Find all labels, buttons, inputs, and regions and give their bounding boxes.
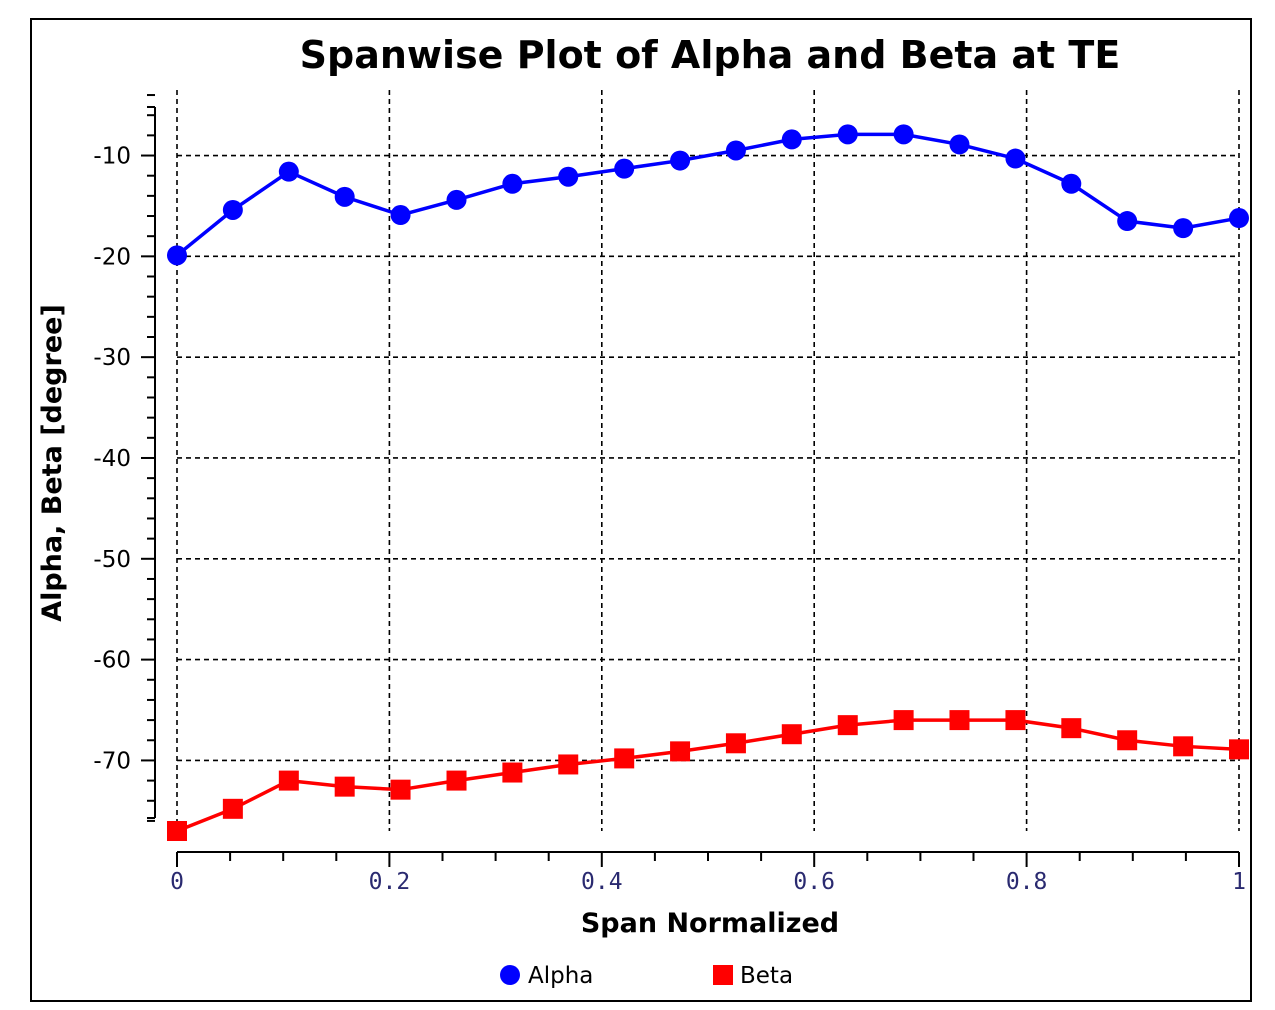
beta-point: [1005, 710, 1026, 731]
series-layer: [167, 124, 1249, 841]
beta-point: [334, 776, 355, 797]
beta-point: [781, 724, 802, 745]
y-tick-label: -40: [93, 446, 131, 472]
alpha-point: [558, 166, 579, 187]
chart-svg: Spanwise Plot of Alpha and Beta at TE -1…: [37, 33, 1249, 989]
beta-point: [725, 733, 746, 754]
chart-frame: Spanwise Plot of Alpha and Beta at TE -1…: [30, 18, 1252, 1002]
alpha-point: [1005, 148, 1026, 169]
beta-point: [502, 762, 523, 783]
x-tick-label: 0.2: [369, 869, 411, 895]
x-axis-title: Span Normalized: [581, 908, 839, 939]
y-tick-label: -20: [93, 244, 131, 270]
x-tick-label: 0.8: [1006, 869, 1048, 895]
legend-alpha-marker: [500, 965, 520, 985]
legend-alpha-label: Alpha: [528, 963, 593, 989]
beta-point: [1061, 718, 1082, 739]
x-tick-label: 1: [1232, 869, 1246, 895]
legend-beta-label: Beta: [740, 963, 793, 989]
chart-title: Spanwise Plot of Alpha and Beta at TE: [300, 33, 1121, 77]
y-tick-label: -30: [93, 345, 131, 371]
x-tick-label: 0.4: [581, 869, 623, 895]
beta-point: [278, 770, 299, 791]
alpha-point: [278, 161, 299, 182]
y-tick-label: -70: [93, 748, 131, 774]
axes: -10 -20 -30 -40 -50 -60 -70 0 0.2 0.4 0.6 0.8 1: [93, 94, 1246, 895]
alpha-point: [725, 140, 746, 161]
x-tick-label: 0: [170, 869, 184, 895]
alpha-point: [334, 186, 355, 207]
beta-point: [390, 779, 411, 800]
alpha-point: [893, 124, 914, 145]
alpha-point: [222, 199, 243, 220]
x-tick-label: 0.6: [793, 869, 835, 895]
alpha-point: [1061, 173, 1082, 194]
alpha-point: [837, 124, 858, 145]
beta-point: [1117, 730, 1138, 751]
alpha-point: [1173, 218, 1194, 239]
alpha-point: [1229, 208, 1249, 229]
beta-point: [1173, 736, 1194, 757]
alpha-point: [781, 129, 802, 150]
beta-point: [893, 710, 914, 731]
beta-point: [446, 770, 467, 791]
y-tick-label: -50: [93, 547, 131, 573]
alpha-point: [390, 205, 411, 226]
beta-point: [949, 710, 970, 731]
alpha-point: [446, 189, 467, 210]
beta-point: [837, 715, 858, 736]
alpha-point: [949, 134, 970, 155]
y-tick-label: -10: [93, 144, 131, 170]
alpha-point: [670, 150, 691, 171]
alpha-point: [502, 173, 523, 194]
legend: Alpha Beta: [500, 963, 793, 989]
beta-point: [614, 748, 635, 769]
y-tick-label: -60: [93, 648, 131, 674]
beta-point: [558, 754, 579, 775]
beta-point: [222, 798, 243, 819]
alpha-point: [167, 245, 187, 266]
beta-point: [1229, 739, 1249, 760]
beta-point: [167, 821, 187, 841]
y-axis-title: Alpha, Beta [degree]: [37, 304, 68, 622]
legend-beta-marker: [713, 965, 733, 985]
alpha-point: [614, 158, 635, 179]
alpha-point: [1117, 211, 1138, 232]
beta-point: [670, 741, 691, 762]
